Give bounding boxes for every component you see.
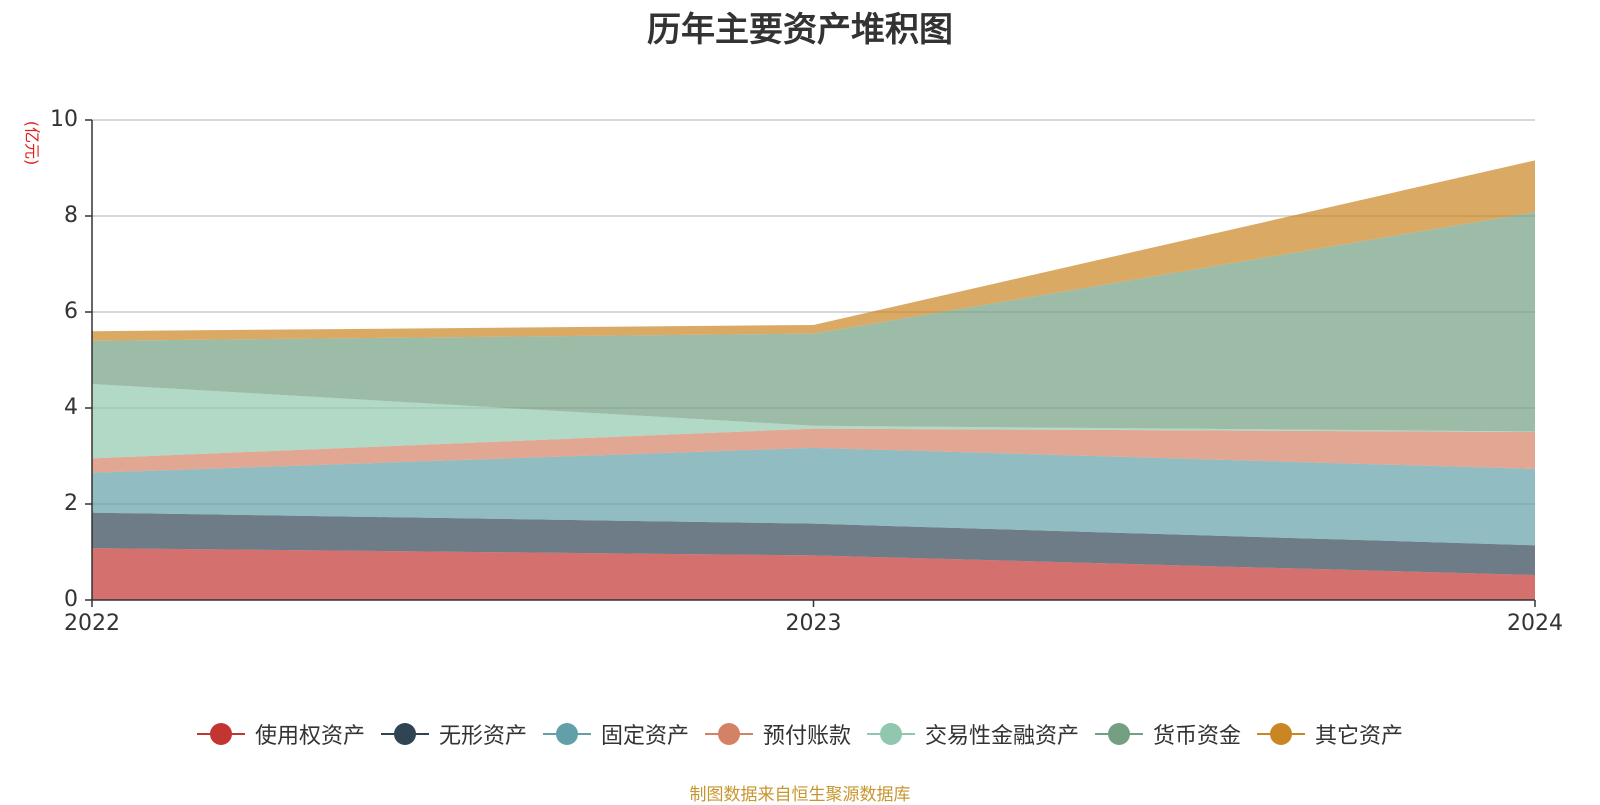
area-series-4[interactable] [92,384,1535,459]
legend-marker-icon [196,722,245,746]
legend-label: 使用权资产 [254,724,365,749]
legend-label: 固定资产 [600,724,689,749]
area-series-1[interactable] [92,512,1535,576]
area-series-2[interactable] [92,447,1535,546]
area-series-6[interactable] [92,160,1535,341]
legend-item-6[interactable]: 其它资产 [1257,718,1403,750]
legend-item-1[interactable]: 无形资产 [380,718,527,750]
legend-item-2[interactable]: 固定资产 [542,718,689,750]
legend-marker-icon [542,722,591,746]
legend-marker-icon [1095,722,1144,746]
y-tick-label: 4 [64,395,78,420]
y-tick-label: 6 [64,299,78,324]
axes: 0 2 4 6 8 10 2022 2023 2024 [50,107,1563,636]
legend-marker-icon [867,722,915,746]
legend-label: 无形资产 [438,724,527,749]
x-tick-label: 2024 [1507,611,1563,636]
x-tick-label: 2023 [786,611,842,636]
source-note: 制图数据来自恒生聚源数据库 [689,785,911,805]
legend: 使用权资产 无形资产 固定资产 预付账款 交易性金融资产 货币资金 其它资产 [0,718,1600,750]
y-tick-label: 2 [64,491,78,516]
legend-item-5[interactable]: 货币资金 [1095,718,1241,750]
area-series-5[interactable] [92,212,1535,432]
legend-item-3[interactable]: 预付账款 [704,718,851,750]
legend-label: 预付账款 [762,724,851,749]
legend-marker-icon [1257,722,1306,746]
legend-marker-icon [380,722,429,746]
y-tick-label: 10 [50,107,78,132]
legend-item-0[interactable]: 使用权资产 [196,718,365,750]
y-tick-label: 0 [64,587,78,612]
legend-marker-icon [704,722,753,746]
area-series-0[interactable] [92,548,1535,600]
chart-title: 历年主要资产堆积图 [647,10,953,50]
area-layer [92,160,1535,600]
y-axis-label: (亿元) [23,121,42,166]
legend-item-4[interactable]: 交易性金融资产 [867,718,1079,750]
area-series-3[interactable] [92,428,1535,473]
y-tick-label: 8 [64,203,78,228]
legend-label: 货币资金 [1153,724,1242,749]
legend-label: 交易性金融资产 [925,724,1080,749]
legend-label: 其它资产 [1315,724,1404,749]
x-tick-label: 2022 [64,611,120,636]
